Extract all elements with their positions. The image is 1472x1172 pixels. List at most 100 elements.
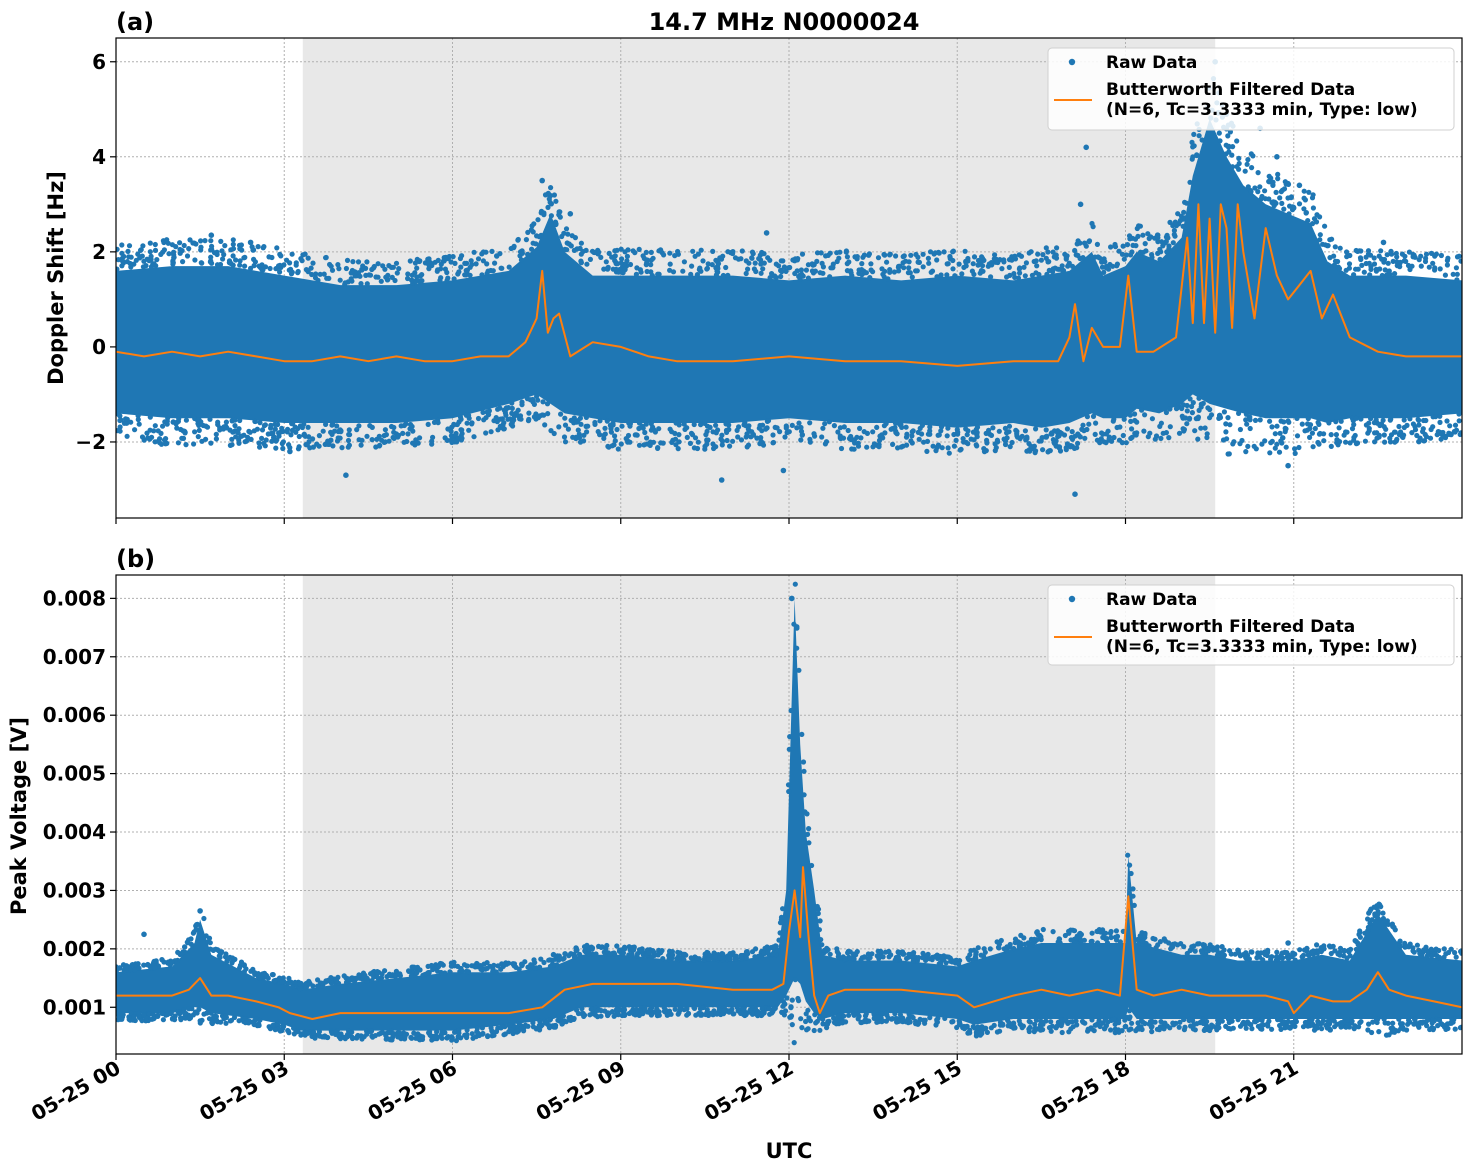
raw-data-point [405,431,411,437]
raw-data-point [517,413,524,419]
raw-data-point [759,249,765,256]
raw-data-point [267,265,273,272]
raw-data-point [379,971,385,977]
raw-data-point [478,963,484,969]
raw-data-point [309,271,315,278]
raw-data-point [1204,431,1210,437]
raw-data-point [407,421,414,428]
panel-a-ylabel: Doppler Shift [Hz] [44,171,68,385]
raw-data-point [490,969,496,975]
raw-data-point [397,1030,403,1036]
raw-data-point [479,272,485,278]
raw-data-point [408,1034,414,1041]
raw-data-point [587,256,594,262]
raw-data-point [285,426,291,432]
raw-data-point [1336,1021,1342,1027]
raw-data-point [601,266,607,272]
raw-data-point [537,964,543,970]
raw-data-point [138,247,144,253]
raw-data-point [906,1011,912,1017]
raw-data-point [219,248,225,254]
raw-data-point [147,414,153,420]
raw-data-point [545,411,551,417]
raw-data-point [499,1024,505,1030]
raw-data-point [760,266,766,272]
raw-data-point [1452,1026,1458,1032]
raw-data-point [1090,224,1096,230]
raw-data-point [1245,443,1251,449]
raw-data-point [1268,175,1274,181]
raw-data-point [819,434,825,440]
raw-data-point [858,957,864,963]
x-tick-label: 05-25 06 [363,1056,461,1126]
raw-data-point [357,273,363,279]
raw-data-point [1454,271,1460,277]
raw-data-point [336,266,342,272]
raw-data-point [204,1010,210,1016]
raw-data-point [515,407,521,413]
raw-data-point [186,1006,192,1012]
raw-data-point [863,1011,869,1017]
raw-data-point [953,437,959,443]
y-tick-label: 0.004 [43,820,106,844]
raw-data-point [606,444,612,450]
raw-data-point [160,423,166,429]
raw-data-point [1073,935,1079,941]
raw-data-point [1262,188,1268,194]
raw-data-point [497,405,503,411]
legend-filtered-label: Butterworth Filtered Data [1106,80,1355,100]
raw-data-point [827,951,833,957]
raw-data-point [1428,426,1434,433]
raw-data-point [606,1010,612,1016]
raw-data-point [546,196,552,202]
raw-data-point [910,428,916,434]
raw-data-point [1059,263,1065,269]
raw-data-point [1431,1025,1437,1032]
raw-data-point [1024,434,1030,440]
raw-data-point [1400,1024,1406,1030]
raw-data-point [1307,434,1313,440]
raw-data-point [462,272,468,278]
raw-data-point [369,978,375,984]
raw-data-point [1359,262,1365,268]
raw-data-point [801,768,807,774]
raw-data-point [987,946,993,952]
raw-data-point [1424,1023,1430,1029]
raw-data-point [1296,182,1303,189]
raw-data-point [578,260,585,266]
raw-data-point [1017,265,1023,271]
raw-data-point [633,271,640,277]
raw-data-point [1221,947,1227,953]
raw-data-point [410,428,416,434]
raw-data-point [136,965,142,971]
raw-data-point [878,948,884,955]
raw-data-point [1225,1025,1232,1031]
raw-data-point [798,424,804,431]
x-tick-label: 05-25 03 [195,1056,293,1126]
raw-data-point [1457,431,1462,438]
raw-data-point [462,260,468,266]
raw-data-point [713,1010,719,1016]
raw-data-point [667,261,673,267]
raw-data-point [812,268,819,274]
raw-data-point [1023,260,1029,266]
raw-data-point [1305,218,1311,224]
raw-data-point [1189,156,1195,162]
raw-data-point [573,945,579,951]
raw-data-point [635,951,641,957]
raw-data-point [916,955,922,961]
raw-data-point [934,274,940,280]
raw-data-point [562,422,569,428]
raw-data-point [1332,244,1338,250]
raw-data-point [152,439,158,445]
raw-data-point [252,418,258,425]
raw-data-point [638,947,644,953]
raw-data-point [339,445,345,451]
raw-data-point [1407,416,1413,422]
raw-data-point [1367,908,1373,914]
raw-data-point [1077,936,1083,942]
raw-data-point [1145,434,1151,440]
raw-data-point [1279,200,1285,206]
raw-data-point [1181,426,1187,433]
raw-data-point [688,271,694,277]
